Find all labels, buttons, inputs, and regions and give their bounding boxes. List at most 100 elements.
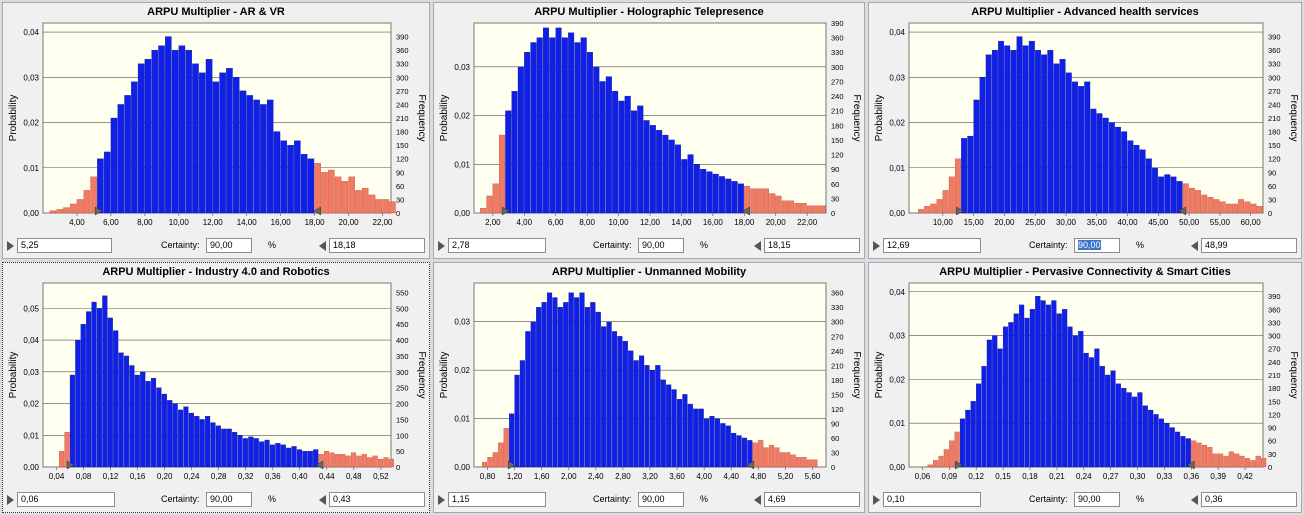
lower-bound-arrow-icon[interactable] (873, 241, 880, 251)
histogram-bar-certainty (698, 408, 704, 468)
histogram-bar-certainty (192, 63, 199, 214)
upper-bound-field[interactable]: 0,36 (1201, 492, 1297, 507)
freq-tick-label: 120 (396, 155, 409, 164)
y-tick-label: 0,03 (889, 73, 905, 82)
lower-bound-grabber[interactable] (94, 206, 103, 216)
certainty-field[interactable]: 90,00 (638, 238, 684, 253)
y-tick-label: 0,02 (23, 400, 39, 409)
upper-bound-grabber[interactable] (742, 206, 750, 216)
histogram-bar-tail (1188, 187, 1195, 214)
lower-bound-field[interactable]: 12,69 (883, 238, 981, 253)
y-tick-label: 0,01 (889, 164, 905, 173)
certainty-field[interactable]: 90,00 (638, 492, 684, 507)
x-tick-label: 0,18 (1022, 472, 1038, 481)
histogram-bar-certainty (131, 81, 138, 214)
upper-bound-arrow-icon[interactable] (319, 495, 326, 505)
lower-bound-grabber[interactable] (66, 460, 75, 470)
lower-bound-grabber[interactable] (501, 206, 510, 216)
upper-bound-arrow-icon[interactable] (754, 241, 761, 251)
lower-bound-grabber[interactable] (955, 460, 963, 470)
histogram-bar-tail (487, 457, 493, 468)
histogram-bar-certainty (579, 292, 585, 468)
histogram-bar-certainty (253, 438, 259, 468)
certainty-field[interactable]: 90,00 (206, 238, 252, 253)
histogram-bar-certainty (985, 54, 992, 214)
histogram-bar-tail (1196, 442, 1202, 468)
upper-bound-field[interactable]: 4,69 (764, 492, 860, 507)
freq-tick-label: 30 (1268, 450, 1276, 459)
upper-bound-arrow-icon[interactable] (1191, 241, 1198, 251)
histogram-bar-tail (942, 190, 949, 214)
lower-bound-arrow-icon[interactable] (7, 241, 14, 251)
upper-bound-grabber[interactable] (313, 206, 321, 216)
upper-bound-grabber[interactable] (1186, 460, 1195, 470)
upper-bound-field[interactable]: 18,15 (764, 238, 860, 253)
histogram-bar-certainty (731, 181, 738, 214)
histogram-bar-tail (1228, 451, 1234, 468)
lower-bound-arrow-icon[interactable] (873, 495, 880, 505)
lower-bound-arrow-icon[interactable] (438, 241, 445, 251)
certainty-field[interactable]: 90,00 (1074, 238, 1120, 253)
upper-bound-arrow-icon[interactable] (319, 241, 326, 251)
histogram-bar-certainty (97, 158, 104, 214)
upper-bound-field[interactable]: 48,99 (1201, 238, 1297, 253)
lower-bound-field[interactable]: 0,06 (17, 492, 115, 507)
histogram-bar-tail (790, 454, 796, 468)
histogram-bar-certainty (145, 381, 151, 468)
freq-tick-label: 330 (1268, 60, 1281, 69)
histogram-bar-certainty (1152, 167, 1158, 214)
x-tick-label: 16,00 (703, 218, 724, 227)
histogram-bar-certainty (731, 432, 737, 468)
chart-panel: ARPU Multiplier - Pervasive Connectivity… (868, 262, 1302, 513)
histogram-bar-tail (375, 199, 383, 214)
histogram-bar-certainty (1164, 174, 1171, 214)
histogram-bar-tail (806, 205, 813, 214)
upper-bound-field[interactable]: 0,43 (329, 492, 425, 507)
histogram-bar-tail (1213, 199, 1220, 214)
freq-tick-label: 120 (1268, 155, 1281, 164)
freq-tick-label: 390 (1268, 33, 1281, 42)
histogram-bar-certainty (668, 139, 675, 214)
upper-bound-arrow-icon[interactable] (754, 495, 761, 505)
freq-tick-label: 400 (396, 336, 409, 345)
certainty-controls: 5,25 Certainty: 90,00% 18,18 (3, 237, 429, 255)
histogram-bar-certainty (215, 425, 221, 468)
histogram-bar-tail (334, 454, 340, 468)
histogram-bar-certainty (998, 40, 1004, 214)
lower-bound-field[interactable]: 5,25 (17, 238, 112, 253)
upper-bound-grabber[interactable] (1178, 206, 1187, 216)
certainty-field[interactable]: 90,00 (206, 492, 252, 507)
histogram-bar-tail (801, 457, 807, 468)
histogram-bar-tail (334, 176, 342, 214)
lower-bound-arrow-icon[interactable] (438, 495, 445, 505)
histogram-bar-tail (348, 176, 355, 214)
histogram-bar-certainty (605, 76, 612, 214)
lower-bound-field[interactable]: 0,10 (883, 492, 981, 507)
histogram-bar-certainty (199, 72, 206, 214)
freq-tick-label: 240 (1268, 358, 1281, 367)
histogram-bar-tail (769, 193, 776, 214)
histogram-bar-certainty (1067, 326, 1073, 468)
upper-bound-field[interactable]: 18,18 (329, 238, 425, 253)
upper-bound-arrow-icon[interactable] (1191, 495, 1198, 505)
upper-bound-grabber[interactable] (746, 460, 755, 470)
lower-bound-grabber[interactable] (507, 460, 516, 470)
histogram-bar-certainty (118, 352, 124, 468)
lower-bound-field[interactable]: 1,15 (448, 492, 546, 507)
histogram-bar-certainty (618, 100, 625, 214)
lower-bound-field[interactable]: 2,78 (448, 238, 546, 253)
x-tick-label: 0,32 (238, 472, 254, 481)
histogram-bar-tail (933, 460, 939, 468)
lower-bound-arrow-icon[interactable] (7, 495, 14, 505)
freq-tick-label: 0 (1268, 463, 1272, 472)
histogram-bar-certainty (622, 340, 628, 468)
y-right-axis-title: Frequency (1288, 94, 1299, 141)
x-tick-label: 6,00 (103, 218, 119, 227)
freq-tick-label: 0 (396, 463, 400, 472)
histogram-bar-certainty (1169, 427, 1175, 468)
upper-bound-grabber[interactable] (315, 460, 324, 470)
certainty-field[interactable]: 90,00 (1074, 492, 1120, 507)
lower-bound-grabber[interactable] (956, 206, 964, 216)
y-axis-title: Probability (439, 95, 450, 142)
